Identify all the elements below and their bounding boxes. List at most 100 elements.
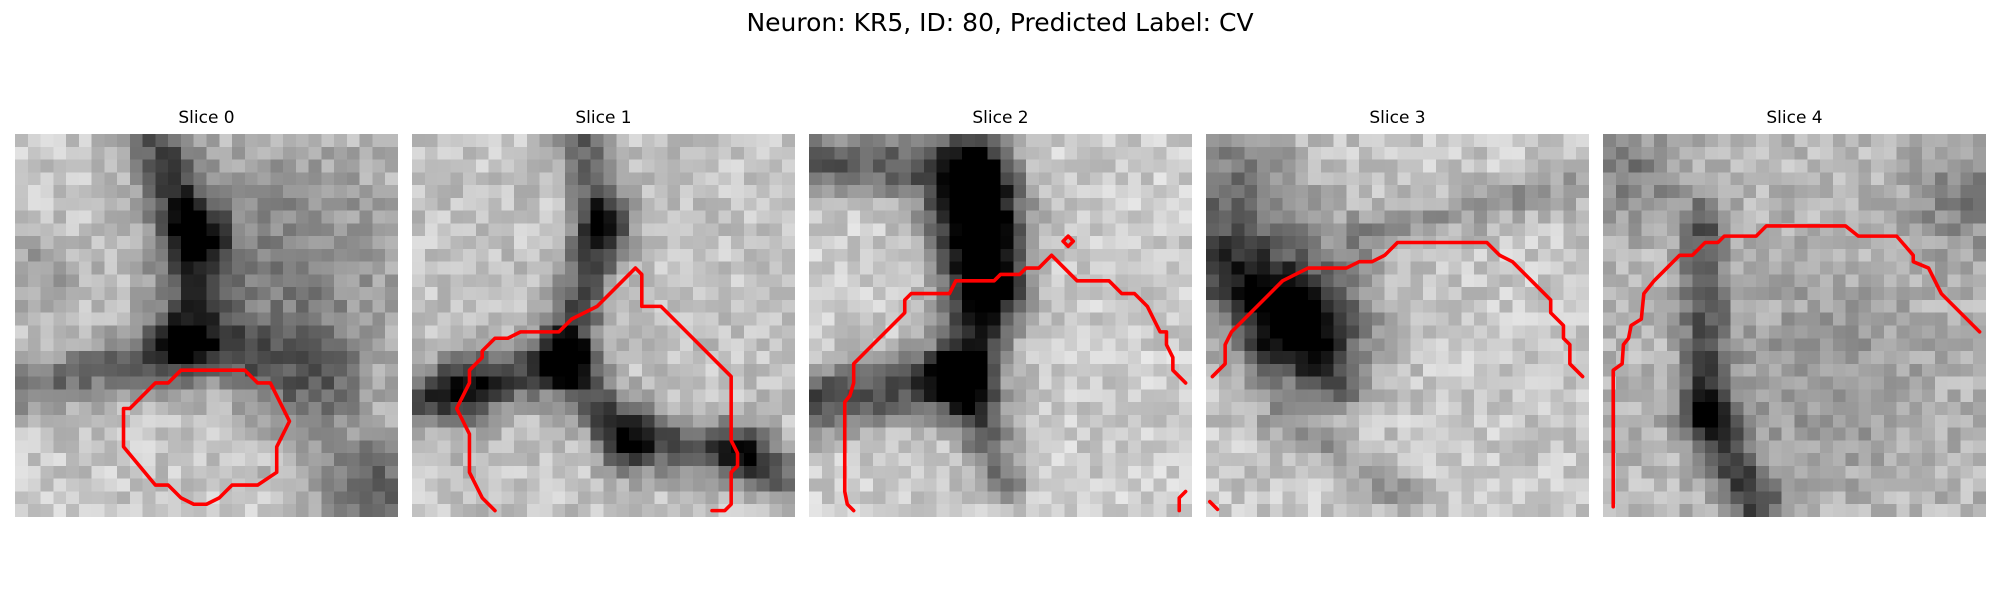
image-pixel: [1486, 197, 1500, 211]
image-pixel: [1179, 185, 1192, 199]
image-pixel: [1743, 197, 1757, 211]
image-pixel: [334, 197, 348, 211]
image-pixel: [346, 440, 360, 454]
image-pixel: [1269, 376, 1283, 390]
image-pixel: [834, 185, 848, 199]
image-pixel: [1026, 427, 1040, 441]
image-pixel: [756, 185, 770, 199]
image-pixel: [1115, 491, 1129, 505]
image-pixel: [769, 134, 783, 148]
image-pixel: [1102, 338, 1116, 352]
image-pixel: [1576, 210, 1589, 224]
image-pixel: [1922, 172, 1936, 186]
image-pixel: [15, 351, 29, 365]
image-pixel: [1486, 504, 1500, 517]
image-pixel: [359, 185, 373, 199]
image-pixel: [1128, 465, 1142, 479]
image-pixel: [731, 236, 745, 250]
image-pixel: [1051, 389, 1065, 403]
image-pixel: [1499, 210, 1513, 224]
image-pixel: [475, 134, 489, 148]
image-pixel: [616, 376, 630, 390]
image-pixel: [206, 414, 220, 428]
image-pixel: [232, 504, 246, 517]
image-pixel: [1512, 146, 1526, 160]
image-pixel: [577, 478, 591, 492]
image-pixel: [1896, 440, 1910, 454]
image-pixel: [117, 197, 131, 211]
image-pixel: [91, 172, 105, 186]
slice-title-1: Slice 1: [575, 108, 632, 128]
image-pixel: [1397, 376, 1411, 390]
image-pixel: [78, 134, 92, 148]
image-pixel: [117, 146, 131, 160]
image-pixel: [385, 223, 398, 237]
image-pixel: [450, 236, 464, 250]
image-pixel: [334, 274, 348, 288]
image-pixel: [1435, 376, 1449, 390]
image-pixel: [1820, 299, 1834, 313]
image-pixel: [1102, 210, 1116, 224]
image-pixel: [834, 236, 848, 250]
image-pixel: [974, 325, 988, 339]
image-pixel: [1140, 261, 1154, 275]
image-pixel: [1486, 465, 1500, 479]
image-pixel: [1448, 427, 1462, 441]
image-pixel: [1000, 299, 1014, 313]
image-pixel: [1537, 363, 1551, 377]
image-pixel: [1295, 402, 1309, 416]
image-pixel: [923, 491, 937, 505]
image-pixel: [1705, 389, 1719, 403]
image-pixel: [834, 146, 848, 160]
image-pixel: [1820, 159, 1834, 173]
image-pixel: [1257, 261, 1271, 275]
image-pixel: [821, 465, 835, 479]
image-pixel: [577, 453, 591, 467]
image-pixel: [769, 414, 783, 428]
image-pixel: [680, 504, 694, 517]
image-pixel: [1153, 465, 1167, 479]
image-pixel: [1934, 185, 1948, 199]
image-pixel: [1410, 338, 1424, 352]
image-pixel: [346, 248, 360, 262]
image-pixel: [1435, 491, 1449, 505]
image-pixel: [1794, 185, 1808, 199]
image-pixel: [949, 363, 963, 377]
image-pixel: [1371, 351, 1385, 365]
image-pixel: [526, 376, 540, 390]
image-pixel: [1448, 146, 1462, 160]
image-pixel: [872, 389, 886, 403]
image-pixel: [590, 325, 604, 339]
image-pixel: [244, 236, 258, 250]
image-pixel: [552, 185, 566, 199]
image-pixel: [193, 389, 207, 403]
image-pixel: [40, 427, 54, 441]
image-pixel: [885, 134, 899, 148]
image-pixel: [1064, 414, 1078, 428]
image-pixel: [1102, 465, 1116, 479]
image-pixel: [565, 223, 579, 237]
image-pixel: [1960, 185, 1974, 199]
image-pixel: [1461, 134, 1475, 148]
image-pixel: [1756, 159, 1770, 173]
image-pixel: [809, 363, 823, 377]
image-pixel: [1896, 414, 1910, 428]
image-pixel: [257, 223, 271, 237]
image-pixel: [1768, 338, 1782, 352]
image-pixel: [1563, 312, 1577, 326]
image-pixel: [91, 274, 105, 288]
image-pixel: [1295, 248, 1309, 262]
image-pixel: [1410, 134, 1424, 148]
image-pixel: [117, 312, 131, 326]
image-pixel: [911, 172, 925, 186]
image-pixel: [129, 351, 143, 365]
image-pixel: [1922, 248, 1936, 262]
image-pixel: [1166, 389, 1180, 403]
image-pixel: [526, 223, 540, 237]
image-pixel: [565, 185, 579, 199]
image-pixel: [1013, 440, 1027, 454]
image-pixel: [526, 172, 540, 186]
image-pixel: [129, 312, 143, 326]
image-pixel: [974, 312, 988, 326]
image-pixel: [257, 172, 271, 186]
